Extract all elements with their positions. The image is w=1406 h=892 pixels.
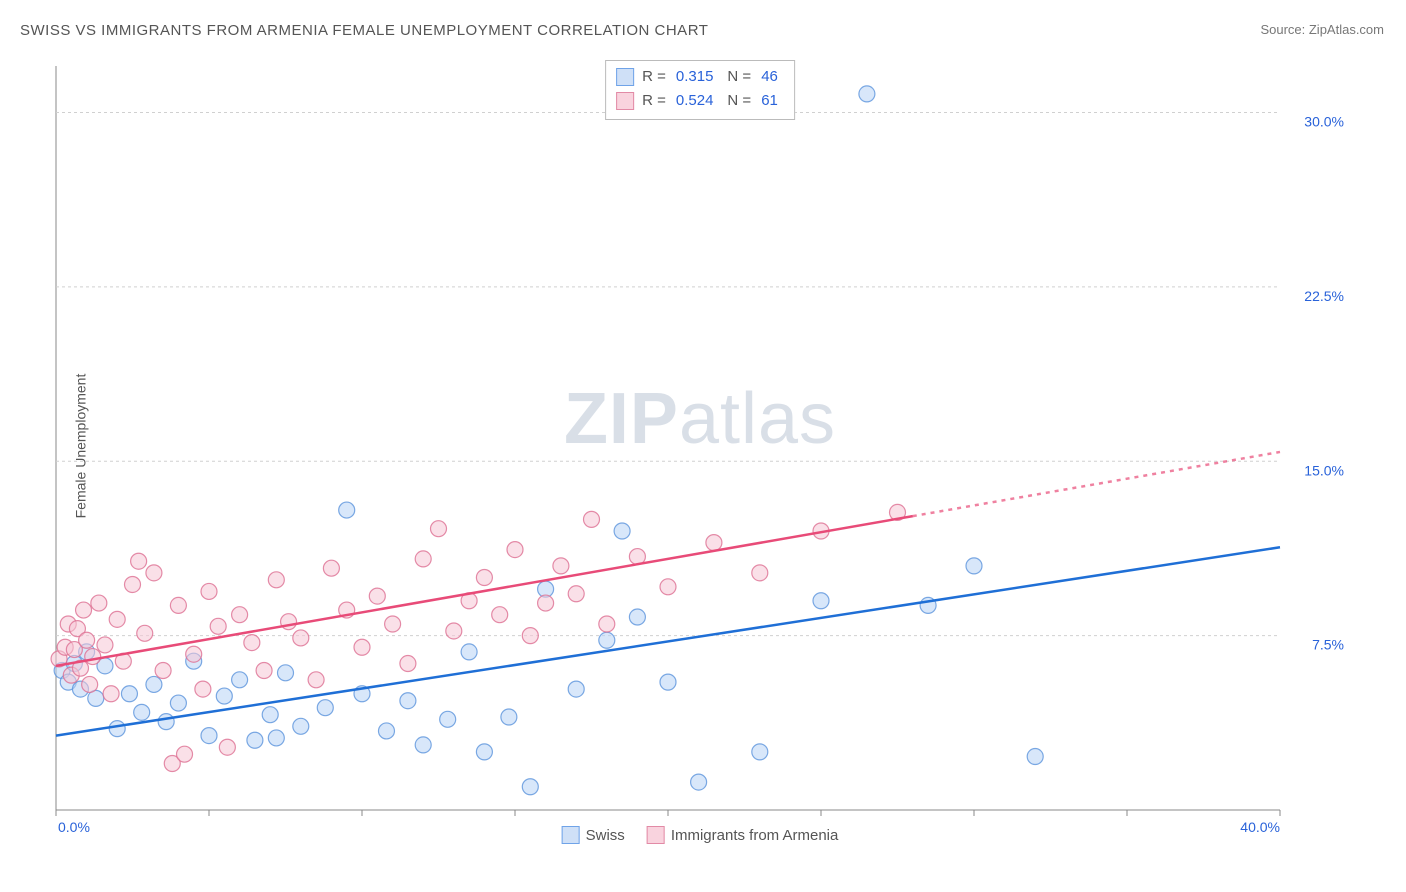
svg-text:15.0%: 15.0% bbox=[1304, 462, 1344, 478]
correlation-legend-row: R = 0.524 N = 61 bbox=[616, 89, 784, 113]
svg-text:22.5%: 22.5% bbox=[1304, 288, 1344, 304]
series-legend: Swiss Immigrants from Armenia bbox=[562, 826, 839, 844]
series-legend-label: Swiss bbox=[586, 827, 625, 844]
series-legend-item: Swiss bbox=[562, 826, 625, 844]
legend-n-label: N = bbox=[727, 89, 751, 113]
legend-r-value: 0.315 bbox=[676, 65, 714, 89]
svg-text:40.0%: 40.0% bbox=[1240, 819, 1280, 835]
svg-text:0.0%: 0.0% bbox=[58, 819, 90, 835]
source-prefix: Source: bbox=[1260, 22, 1308, 37]
correlation-legend-row: R = 0.315 N = 46 bbox=[616, 65, 784, 89]
series-legend-item: Immigrants from Armenia bbox=[647, 826, 839, 844]
correlation-legend: R = 0.315 N = 46 R = 0.524 N = 61 bbox=[605, 60, 795, 120]
svg-text:30.0%: 30.0% bbox=[1304, 114, 1344, 130]
legend-swatch bbox=[647, 826, 665, 844]
legend-n-value: 46 bbox=[761, 65, 778, 89]
legend-r-label: R = bbox=[642, 89, 666, 113]
legend-n-value: 61 bbox=[761, 89, 778, 113]
source-link[interactable]: ZipAtlas.com bbox=[1309, 22, 1384, 37]
legend-r-value: 0.524 bbox=[676, 89, 714, 113]
svg-text:7.5%: 7.5% bbox=[1312, 637, 1344, 653]
series-legend-label: Immigrants from Armenia bbox=[671, 827, 839, 844]
source-attribution: Source: ZipAtlas.com bbox=[1260, 22, 1384, 37]
chart-plot-area: 7.5%15.0%22.5%30.0%0.0%40.0% ZIPatlas R … bbox=[50, 60, 1350, 840]
legend-swatch bbox=[616, 92, 634, 110]
legend-n-label: N = bbox=[727, 65, 751, 89]
chart-svg: 7.5% 15.0% 22.5% 30.0% 0.0% 40.0% bbox=[50, 60, 1350, 840]
legend-swatch bbox=[616, 68, 634, 86]
legend-r-label: R = bbox=[642, 65, 666, 89]
chart-title: SWISS VS IMMIGRANTS FROM ARMENIA FEMALE … bbox=[20, 22, 708, 39]
legend-swatch bbox=[562, 826, 580, 844]
